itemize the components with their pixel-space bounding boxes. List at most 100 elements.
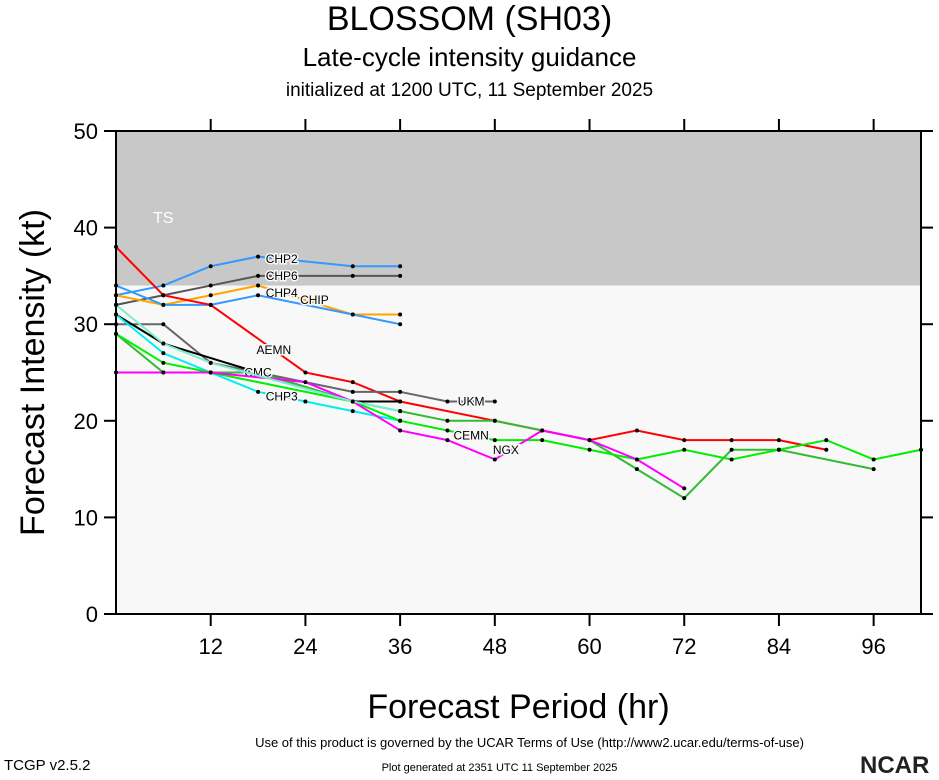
version-text: TCGP v2.5.2 <box>4 757 91 774</box>
chart-subtitle: Late-cycle intensity guidance <box>302 42 637 72</box>
data-point <box>445 418 450 423</box>
data-point <box>161 360 166 365</box>
data-point <box>682 438 687 443</box>
data-point <box>398 409 403 414</box>
y-tick-label: 0 <box>86 602 98 627</box>
data-point <box>303 399 308 404</box>
data-point <box>398 322 403 327</box>
y-axis-label: Forecast Intensity (kt) <box>14 209 52 536</box>
data-point <box>398 312 403 317</box>
series-line-chip <box>115 284 401 326</box>
data-point <box>256 283 261 288</box>
generated-text: Plot generated at 2351 UTC 11 September … <box>381 762 618 774</box>
x-tick-label: 24 <box>293 634 317 659</box>
data-point <box>350 312 355 317</box>
data-point <box>350 380 355 385</box>
data-point <box>303 380 308 385</box>
data-point <box>350 389 355 394</box>
series-label: CEMN <box>453 428 488 442</box>
ncar-logo: NCAR <box>860 752 930 779</box>
data-point <box>256 254 261 259</box>
series-label: CHIP <box>300 293 329 307</box>
plot-frame <box>115 130 922 615</box>
series-label: CHP4 <box>266 286 298 300</box>
data-point <box>776 438 781 443</box>
y-tick-label: 30 <box>74 312 98 337</box>
x-axis-label: Forecast Period (hr) <box>367 688 669 726</box>
data-point <box>161 302 166 307</box>
data-point <box>776 447 781 452</box>
terms-text: Use of this product is governed by the U… <box>255 735 804 750</box>
data-point <box>871 457 876 462</box>
data-point <box>445 399 450 404</box>
data-point <box>350 399 355 404</box>
series-line-ngx <box>116 371 685 490</box>
data-point <box>729 457 734 462</box>
data-point <box>729 447 734 452</box>
series-line-chp6 <box>115 274 401 306</box>
data-point <box>161 283 166 288</box>
data-point <box>398 389 403 394</box>
series-label: CHP6 <box>266 269 298 283</box>
data-point <box>303 370 308 375</box>
series-label: CHP2 <box>266 252 298 266</box>
x-tick-label: 36 <box>388 634 412 659</box>
x-tick-label: 84 <box>767 634 791 659</box>
x-tick-label: 96 <box>861 634 885 659</box>
data-point <box>492 399 497 404</box>
series-label: AEMN <box>257 343 292 357</box>
data-point <box>682 486 687 491</box>
data-point <box>540 428 545 433</box>
data-point <box>256 273 261 278</box>
data-point <box>208 370 213 375</box>
data-point <box>161 351 166 356</box>
data-point <box>398 428 403 433</box>
data-point <box>445 438 450 443</box>
data-point <box>682 447 687 452</box>
data-point <box>492 438 497 443</box>
data-point <box>398 273 403 278</box>
series-label: UKM <box>458 394 485 408</box>
data-point <box>350 264 355 269</box>
data-point <box>398 264 403 269</box>
data-point <box>587 447 592 452</box>
data-point <box>445 428 450 433</box>
data-point <box>634 467 639 472</box>
y-tick-label: 40 <box>74 216 98 241</box>
data-point <box>161 341 166 346</box>
data-point <box>634 457 639 462</box>
data-point <box>208 302 213 307</box>
data-point <box>161 293 166 298</box>
data-point <box>540 438 545 443</box>
data-point <box>824 447 829 452</box>
data-point <box>492 418 497 423</box>
data-point <box>208 264 213 269</box>
x-tick-label: 60 <box>577 634 601 659</box>
series-label: NGX <box>493 443 519 457</box>
data-point <box>350 409 355 414</box>
series-line-cemn <box>115 333 922 461</box>
ts-band <box>116 131 921 286</box>
init-time: initialized at 1200 UTC, 11 September 20… <box>285 80 654 101</box>
data-point <box>634 428 639 433</box>
data-point <box>824 438 829 443</box>
y-tick-label: 50 <box>74 119 98 144</box>
data-point <box>161 322 166 327</box>
data-point <box>161 370 166 375</box>
data-point <box>682 496 687 501</box>
data-point <box>587 438 592 443</box>
data-point <box>492 457 497 462</box>
data-point <box>398 399 403 404</box>
y-tick-label: 10 <box>74 505 98 530</box>
series-label: CHP3 <box>266 390 298 404</box>
series-line-chp4 <box>115 284 401 316</box>
data-point <box>398 418 403 423</box>
data-point <box>350 273 355 278</box>
x-tick-label: 12 <box>198 634 222 659</box>
x-tick-label: 48 <box>483 634 507 659</box>
data-point <box>871 467 876 472</box>
data-point <box>729 438 734 443</box>
y-tick-label: 20 <box>74 409 98 434</box>
